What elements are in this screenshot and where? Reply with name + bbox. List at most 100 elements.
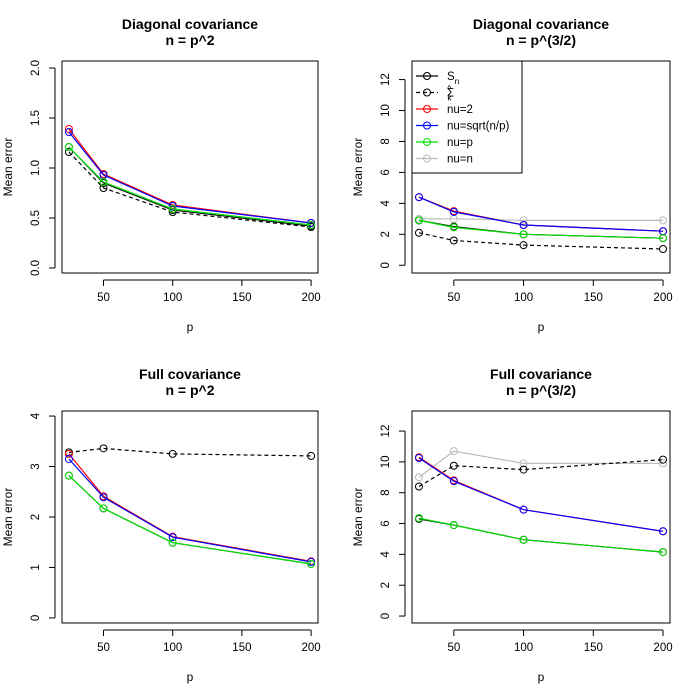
y-tick-label: 6 — [380, 169, 392, 175]
series-line — [418, 450, 663, 478]
series-line — [418, 219, 664, 239]
x-tick-label: 50 — [447, 642, 460, 654]
data-point — [99, 178, 108, 186]
x-tick-label: 100 — [163, 292, 182, 304]
data-point — [168, 533, 177, 542]
y-axis-label: Mean error — [1, 488, 15, 547]
data-point — [449, 447, 458, 456]
series-nu-n — [414, 447, 668, 482]
data-point — [449, 521, 458, 530]
series-nu-2 — [414, 193, 668, 236]
data-point — [64, 148, 73, 156]
data-point — [659, 459, 668, 468]
series-line — [68, 131, 312, 224]
data-point — [307, 221, 316, 229]
data-point — [168, 449, 177, 458]
data-point — [519, 505, 528, 514]
y-tick-label: 6 — [380, 520, 392, 526]
y-axis-label: Mean error — [1, 138, 15, 197]
data-point — [414, 228, 423, 237]
chart-subtitle: n = p^(3/2) — [506, 382, 576, 398]
x-tick-label: 50 — [97, 642, 110, 654]
legend-entry: nu=n — [416, 154, 473, 166]
data-point — [99, 444, 108, 453]
series-nu-sqrt-n-p- — [64, 454, 316, 566]
data-point — [449, 236, 458, 245]
data-point — [449, 461, 458, 470]
legend-marker — [423, 154, 431, 163]
series-nu-n — [414, 214, 668, 225]
series-nu-p — [64, 143, 316, 229]
y-tick-label: 1 — [30, 564, 42, 570]
series-line — [419, 218, 663, 221]
data-point — [659, 245, 668, 254]
data-point — [99, 493, 108, 502]
series-line — [68, 151, 312, 228]
chart-subtitle: n = p^2 — [165, 32, 214, 48]
chart-title: Diagonal covariance — [473, 16, 609, 32]
series-line — [418, 517, 664, 553]
y-tick-label: 12 — [380, 73, 392, 86]
legend-entry: Sn — [416, 71, 460, 86]
legend-entry: Σ^ k — [416, 84, 454, 103]
y-tick-label: 1.5 — [30, 110, 42, 126]
x-axis-label: p — [538, 670, 545, 684]
y-axis-label: Mean error — [351, 488, 365, 547]
series-nu-p — [414, 216, 668, 243]
data-point — [659, 548, 668, 557]
legend-marker — [423, 88, 431, 97]
plot-frame — [411, 410, 671, 624]
y-tick-label: 3 — [30, 463, 42, 469]
x-tick-label: 50 — [97, 292, 110, 304]
data-point — [414, 193, 423, 202]
series-line — [418, 232, 664, 250]
legend-entry: nu=sqrt(n/p) — [416, 121, 509, 133]
y-tick-label: 0.0 — [30, 260, 42, 276]
chart-title: Full covariance — [139, 366, 241, 382]
y-tick-label: 0 — [30, 615, 42, 621]
y-tick-label: 4 — [380, 551, 392, 558]
data-point — [449, 477, 458, 486]
x-tick-label: 200 — [653, 292, 672, 304]
data-point — [414, 454, 423, 463]
x-tick-label: 200 — [653, 642, 672, 654]
y-tick-label: 10 — [380, 455, 392, 468]
x-axis: 50 100 150 200 — [97, 629, 321, 654]
x-tick-label: 150 — [232, 292, 251, 304]
data-point — [307, 219, 316, 227]
data-point — [64, 449, 73, 458]
data-point — [307, 451, 316, 460]
y-tick-label: 2 — [380, 582, 392, 588]
legend-label: nu=2 — [447, 104, 473, 116]
y-tick-label: 2.0 — [30, 60, 42, 76]
data-point — [307, 223, 316, 231]
y-tick-label: 12 — [380, 425, 392, 438]
x-tick-label: 150 — [232, 642, 251, 654]
y-tick-label: 0 — [380, 613, 392, 619]
data-point — [519, 221, 528, 230]
data-point — [168, 538, 177, 547]
y-tick-label: 0 — [380, 262, 392, 268]
y-tick-label: 2 — [30, 514, 42, 520]
data-point — [414, 216, 423, 225]
series-sigma-hat-k — [64, 444, 316, 460]
series-line — [68, 447, 312, 457]
legend-marker — [423, 138, 431, 146]
x-tick-label: 100 — [514, 642, 533, 654]
plot-frame — [61, 410, 319, 624]
series-nu-2 — [414, 453, 668, 536]
series-s-n — [64, 143, 316, 230]
chart-title: Diagonal covariance — [122, 16, 258, 32]
series-line — [418, 518, 664, 553]
y-tick-label: 0.5 — [30, 210, 42, 226]
series-s-n — [64, 471, 316, 568]
legend: SnΣ^ knu=2 nu=sqrt(n/p) nu=p nu=n — [411, 60, 523, 174]
series-sigma-hat-k — [414, 455, 668, 491]
series-line — [418, 457, 664, 532]
legend-label: nu=p — [447, 137, 473, 149]
y-axis: 0 2 4 6 8 10 12 — [380, 425, 406, 619]
data-point — [519, 216, 528, 225]
